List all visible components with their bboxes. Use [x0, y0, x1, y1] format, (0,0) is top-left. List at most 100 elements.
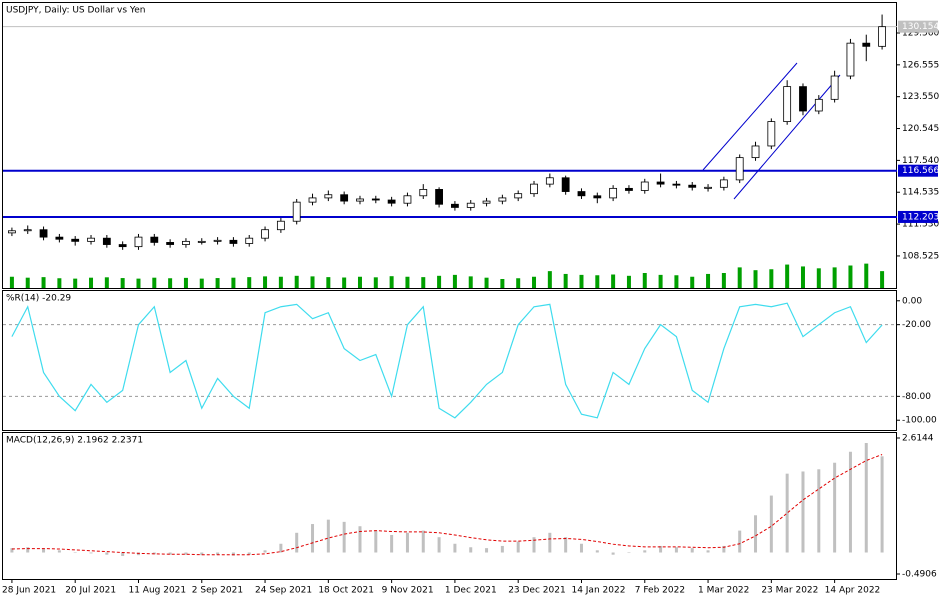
volume-bar [25, 277, 30, 288]
volume-bar [73, 278, 78, 288]
volume-bar [706, 273, 711, 288]
volume-bar [310, 276, 315, 288]
candle-body [324, 194, 333, 199]
candle-body [166, 242, 175, 245]
candle-body [783, 86, 792, 122]
macd-bar [548, 532, 552, 553]
channel-line [702, 62, 798, 171]
volume-bar [452, 274, 457, 288]
volume-bar [215, 278, 220, 288]
candle-body [830, 75, 839, 100]
macd-bar [295, 532, 299, 553]
volume-bar [611, 274, 616, 288]
volume-bar [326, 277, 331, 288]
volume-bar [516, 278, 521, 288]
volume-bar [595, 275, 600, 288]
volume-bar [864, 263, 869, 288]
candle-body [261, 229, 269, 239]
candle-body [751, 145, 760, 159]
candle-body [625, 187, 633, 191]
candle-body [593, 195, 602, 199]
candle-body [640, 181, 649, 191]
y-tick-label: 129.560 [902, 28, 939, 38]
macd-bar [801, 471, 805, 553]
macd-bar [216, 552, 220, 555]
chart-title: USDJPY, Daily: US Dollar vs Yen [6, 6, 145, 16]
candle-body [672, 183, 681, 186]
candle-body [735, 157, 744, 181]
macd-bar [42, 549, 46, 553]
y-tick-label: 114.535 [902, 188, 939, 198]
candle-body [118, 244, 127, 248]
volume-bar [405, 276, 410, 288]
macd-bar [279, 543, 283, 553]
candle-body [530, 183, 538, 195]
candle-body [276, 220, 285, 231]
candle-body [862, 42, 871, 47]
volume-bar [848, 265, 853, 288]
macd-bar [754, 515, 758, 553]
candle-body [39, 229, 48, 238]
last-price-bg [898, 20, 938, 33]
x-tick-label: 20 Jul 2021 [65, 586, 116, 596]
x-tick-label: 18 Oct 2021 [318, 586, 374, 596]
candle-body [229, 239, 238, 244]
macd-bar [342, 521, 346, 553]
macd-bar [263, 550, 267, 553]
candle-body [466, 202, 475, 208]
volume-bar [373, 277, 378, 288]
macd-bar [390, 534, 394, 553]
x-tick-label: 14 Jan 2022 [571, 586, 625, 596]
volume-bar [800, 266, 805, 288]
macd-bar [26, 547, 30, 553]
macd-bar [627, 552, 631, 554]
volume-bar [57, 278, 62, 288]
macd-bar [200, 552, 204, 556]
volume-bar [721, 273, 726, 288]
x-tick-label: 9 Nov 2021 [382, 586, 434, 596]
candle-body [308, 197, 317, 203]
candle-body [799, 86, 807, 112]
y-tick-label: 2.6144 [902, 434, 934, 444]
y-tick-label: -20.00 [902, 320, 931, 330]
macd-bar [643, 550, 647, 553]
volume-bar [626, 275, 631, 288]
candle-body [767, 121, 776, 147]
candle-body [846, 42, 855, 77]
macd-bar [769, 495, 773, 553]
macd-bar [722, 545, 726, 553]
y-tick-label: 108.525 [902, 251, 939, 261]
macd-bar [690, 548, 694, 553]
level-label: 112.203 [902, 212, 939, 222]
volume-bar [437, 275, 442, 288]
volume-bar [9, 276, 14, 288]
candle-body [197, 240, 206, 243]
candle-body [340, 194, 349, 202]
volume-bar [278, 276, 283, 288]
candle-body [878, 26, 886, 47]
candle-body [435, 189, 443, 205]
volume-bar [674, 275, 679, 288]
candle-body [23, 229, 32, 232]
macd-bar [57, 550, 61, 553]
candle-body [814, 98, 823, 112]
candle-body [577, 191, 586, 197]
macd-bar [437, 537, 441, 553]
x-tick-label: 23 Dec 2021 [508, 586, 565, 596]
candle-body [514, 193, 523, 199]
x-tick-label: 11 Aug 2021 [128, 586, 186, 596]
macd-bar [247, 552, 251, 555]
candle-body [182, 240, 190, 245]
x-tick-label: 24 Sep 2021 [255, 586, 312, 596]
y-tick-label: 123.550 [902, 92, 939, 102]
volume-bar [484, 277, 489, 288]
macd-bar [358, 526, 362, 553]
volume-bar [737, 267, 742, 288]
y-tick-label: 117.540 [902, 156, 939, 166]
macd-bar [405, 532, 409, 553]
volume-bar [658, 274, 663, 288]
volume-bar [263, 276, 268, 288]
volume-bar [785, 264, 790, 288]
macd-bar [706, 550, 710, 553]
